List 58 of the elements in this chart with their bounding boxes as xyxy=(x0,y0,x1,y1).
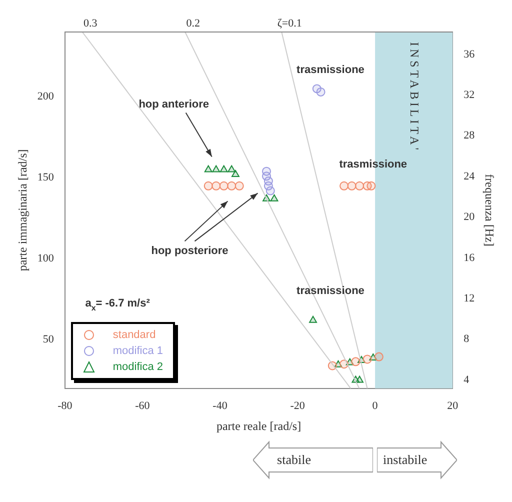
point xyxy=(309,316,317,323)
point xyxy=(232,170,240,178)
y2-tick-label: 12 xyxy=(464,292,475,305)
y-tick-label: 150 xyxy=(37,172,54,184)
point xyxy=(351,357,360,366)
y2-tick-label: 20 xyxy=(464,211,476,224)
point xyxy=(212,165,220,172)
x-tick-label: 20 xyxy=(447,400,459,412)
x-tick-label: -60 xyxy=(135,400,150,412)
point xyxy=(204,181,213,190)
point xyxy=(266,186,275,196)
series-label: 0.2 xyxy=(186,17,200,30)
y-tick-label: 100 xyxy=(37,252,54,265)
y2-axis-title: frequenza [Hz] xyxy=(482,174,497,246)
text: stabile xyxy=(277,452,311,468)
annotation: hop anteriore xyxy=(138,98,209,111)
y2-tick-label: 36 xyxy=(464,48,476,60)
point xyxy=(347,181,356,190)
point xyxy=(212,181,221,190)
y-tick-label: 200 xyxy=(37,90,54,103)
annotation: trasmissione xyxy=(296,285,364,298)
y-axis-title: parte immaginaria [rad/s] xyxy=(15,149,30,272)
point xyxy=(362,354,372,364)
point xyxy=(228,165,236,172)
legend-label: standard xyxy=(112,328,156,344)
y-tick-label: 50 xyxy=(42,334,54,346)
point xyxy=(374,352,384,362)
annotation: trasmissione xyxy=(339,158,408,170)
point xyxy=(204,165,212,172)
band-label: INSTABILITA' xyxy=(408,42,422,153)
annotation: trasmissione xyxy=(296,64,364,76)
point xyxy=(366,181,376,190)
y2-tick-label: 24 xyxy=(464,170,476,182)
point xyxy=(270,194,278,202)
x-tick-label: 0 xyxy=(372,400,378,412)
point xyxy=(340,181,349,190)
y2-tick-label: 32 xyxy=(464,88,475,101)
annotation: hop posteriore xyxy=(151,245,228,258)
point xyxy=(220,165,228,172)
x-axis-title: parte reale [rad/s] xyxy=(216,418,302,433)
legend-label: modifica 2 xyxy=(112,360,164,376)
point xyxy=(356,376,364,383)
y2-tick-label: 8 xyxy=(464,333,470,346)
legend-label: modifica 1 xyxy=(112,344,164,360)
point xyxy=(227,181,236,190)
series-label: 0.3 xyxy=(83,17,98,30)
x-tick-label: -80 xyxy=(58,400,73,412)
point xyxy=(234,181,244,190)
x-tick-label: -40 xyxy=(212,400,228,412)
series-label: ζ=0.1 xyxy=(277,17,302,30)
point xyxy=(355,181,364,190)
y2-tick-label: 4 xyxy=(464,374,470,386)
text: instabile xyxy=(383,452,428,468)
point xyxy=(219,181,228,190)
y2-tick-label: 28 xyxy=(464,130,476,142)
point xyxy=(316,87,326,96)
x-tick-label: -20 xyxy=(290,400,306,412)
y2-tick-label: 16 xyxy=(464,252,476,264)
